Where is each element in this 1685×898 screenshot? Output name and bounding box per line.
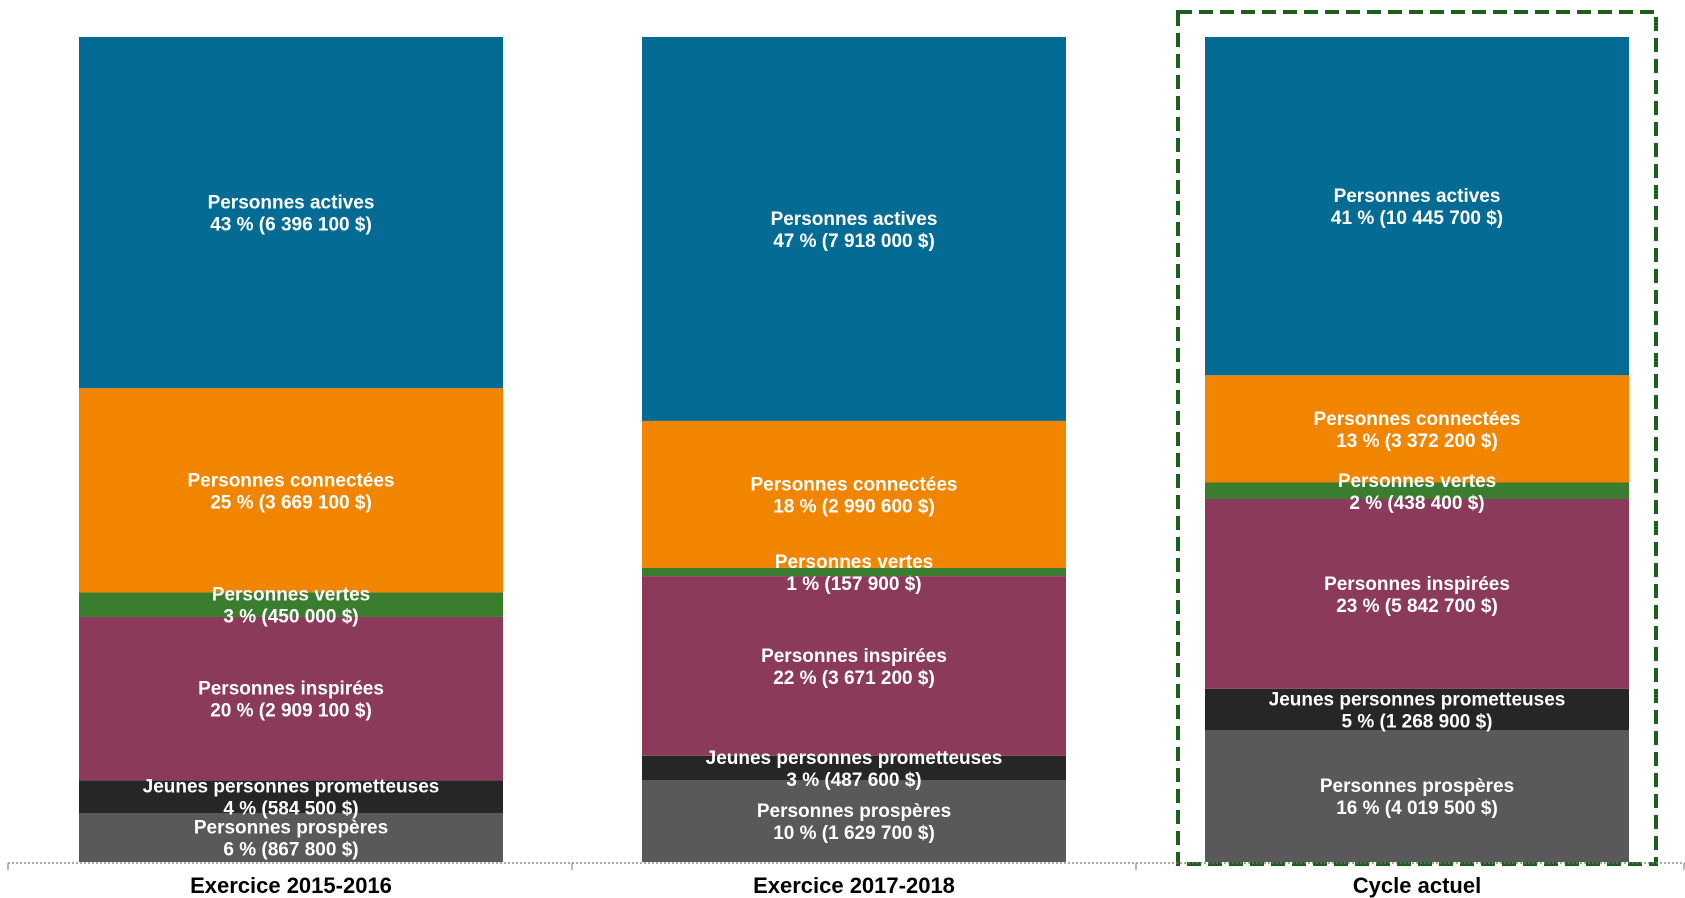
data-label-jeunes-personnes-prometteuses-1: Jeunes personnes prometteuses 4 % (584 50…	[143, 777, 440, 820]
data-label-jeunes-personnes-prometteuses-3: Jeunes personnes prometteuses 5 % (1 268 …	[1269, 689, 1566, 732]
data-label-personnes-prosperes-3: Personnes prospères 16 % (4 019 500 $)	[1320, 776, 1514, 819]
data-label-personnes-connectees-1: Personnes connectées 25 % (3 669 100 $)	[188, 470, 395, 513]
bar-segment-jeunes-personnes-prometteuses-3	[1205, 688, 1629, 730]
data-label-personnes-inspirees-3: Personnes inspirées 23 % (5 842 700 $)	[1324, 574, 1510, 617]
data-label-personnes-vertes-2: Personnes vertes 1 % (157 900 $)	[775, 552, 933, 595]
bar-segment-personnes-actives-1	[79, 37, 503, 389]
segment-labels: Personnes prospères 6 % (867 800 $)Jeunes…	[143, 186, 1566, 860]
data-label-personnes-vertes-3: Personnes vertes 2 % (438 400 $)	[1338, 471, 1496, 514]
data-label-personnes-connectees-3: Personnes connectées 13 % (3 372 200 $)	[1314, 409, 1521, 452]
bar-segment-personnes-connectees-2	[642, 420, 1066, 568]
bar-segments	[79, 37, 1629, 862]
bar-segment-personnes-actives-2	[642, 37, 1066, 421]
bar-segment-personnes-inspirees-3	[1205, 499, 1629, 689]
category-labels: Exercice 2015-2016 Exercice 2017-2018 Cycl…	[190, 873, 1481, 898]
data-label-personnes-prosperes-2: Personnes prospères 10 % (1 629 700 $)	[757, 801, 951, 844]
bar-segment-personnes-prosperes-1	[79, 812, 503, 862]
highlight-box-cycle-actuel	[1176, 10, 1658, 866]
bar-segment-personnes-inspirees-1	[79, 616, 503, 781]
category-label-3: Cycle actuel	[1353, 873, 1481, 898]
data-label-jeunes-personnes-prometteuses-2: Jeunes personnes prometteuses 3 % (487 60…	[706, 748, 1003, 791]
bar-segment-jeunes-personnes-prometteuses-1	[79, 780, 503, 813]
bar-segment-personnes-connectees-3	[1205, 375, 1629, 483]
bar-segment-personnes-connectees-1	[79, 388, 503, 593]
data-label-personnes-inspirees-1: Personnes inspirées 20 % (2 909 100 $)	[198, 679, 384, 722]
category-label-1: Exercice 2015-2016	[190, 873, 392, 898]
bar-segment-personnes-prosperes-2	[642, 780, 1066, 862]
bar-segment-personnes-vertes-1	[79, 592, 503, 617]
x-axis-ticks	[7, 863, 1685, 870]
bar-segment-jeunes-personnes-prometteuses-2	[642, 755, 1066, 781]
bar-segment-personnes-vertes-3	[1205, 482, 1629, 499]
data-label-personnes-prosperes-1: Personnes prospères 6 % (867 800 $)	[194, 817, 388, 860]
category-label-2: Exercice 2017-2018	[753, 873, 955, 898]
data-label-personnes-actives-1: Personnes actives 43 % (6 396 100 $)	[208, 193, 375, 236]
bar-segment-personnes-prosperes-3	[1205, 730, 1629, 862]
data-label-personnes-actives-3: Personnes actives 41 % (10 445 700 $)	[1331, 186, 1503, 229]
data-label-personnes-connectees-2: Personnes connectées 18 % (2 990 600 $)	[751, 474, 958, 517]
bar-segment-personnes-inspirees-2	[642, 576, 1066, 756]
data-label-personnes-actives-2: Personnes actives 47 % (7 918 000 $)	[771, 209, 938, 252]
data-label-personnes-inspirees-2: Personnes inspirées 22 % (3 671 200 $)	[761, 646, 947, 689]
data-label-personnes-vertes-1: Personnes vertes 3 % (450 000 $)	[212, 585, 370, 628]
bar-segment-personnes-vertes-2	[642, 567, 1066, 577]
bar-segment-personnes-actives-3	[1205, 37, 1629, 376]
